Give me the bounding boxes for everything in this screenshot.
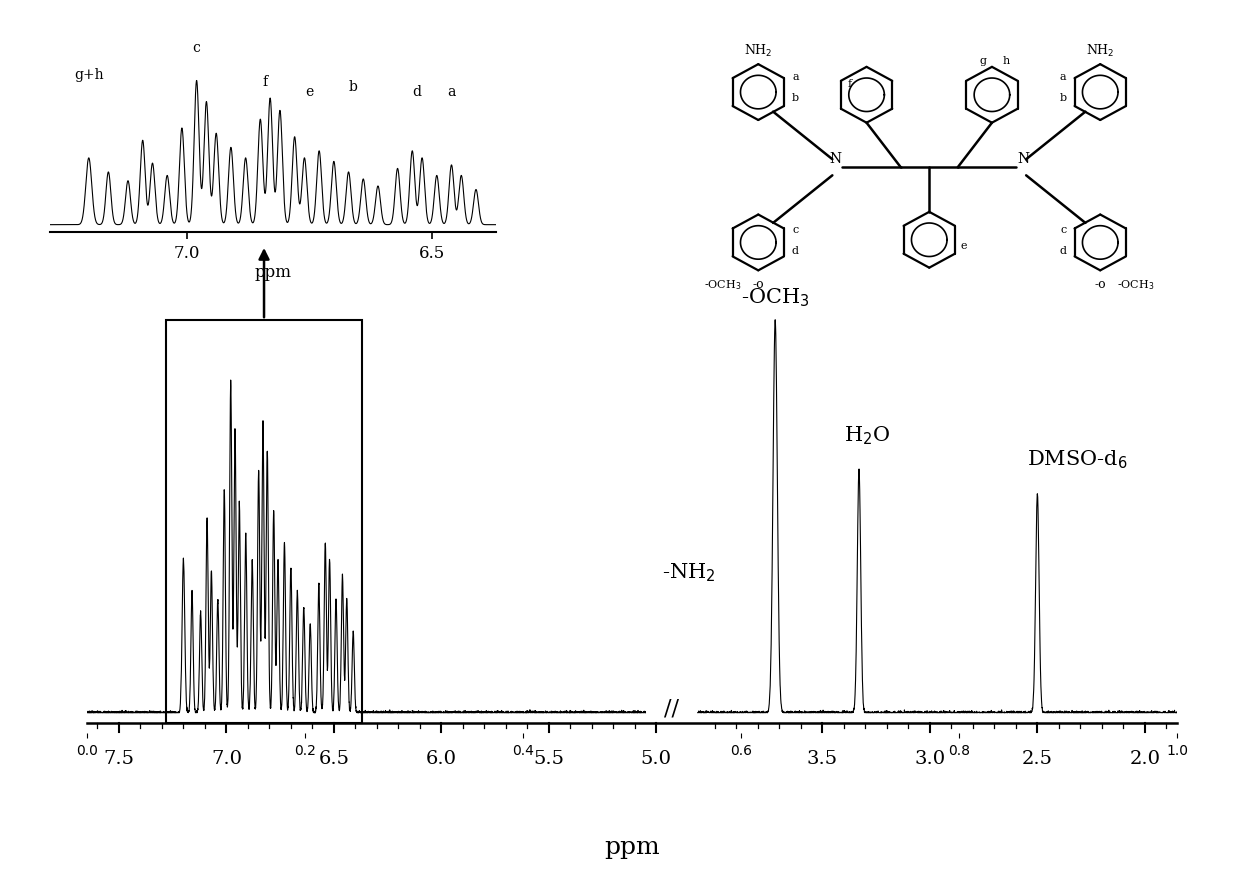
Text: -o: -o bbox=[752, 277, 764, 291]
Text: a: a bbox=[447, 85, 456, 99]
Text: a: a bbox=[792, 72, 799, 81]
Text: e: e bbox=[305, 85, 313, 99]
Text: 5.0: 5.0 bbox=[641, 749, 672, 767]
Bar bbox=[166, 321, 362, 723]
Text: -o: -o bbox=[1094, 277, 1106, 291]
Text: N: N bbox=[829, 151, 841, 165]
Text: d: d bbox=[413, 85, 421, 99]
Text: 2.0: 2.0 bbox=[1129, 749, 1160, 767]
Text: NH$_2$: NH$_2$ bbox=[1085, 43, 1115, 59]
Text: -OCH$_3$: -OCH$_3$ bbox=[704, 277, 741, 291]
Text: 3.5: 3.5 bbox=[807, 749, 838, 767]
Text: c: c bbox=[1061, 224, 1067, 234]
Text: c: c bbox=[792, 224, 798, 234]
Text: 7.0: 7.0 bbox=[211, 749, 242, 767]
Text: DMSO-d$_6$: DMSO-d$_6$ bbox=[1027, 448, 1127, 470]
Text: c: c bbox=[193, 41, 201, 55]
Text: f: f bbox=[263, 74, 268, 89]
Text: f: f bbox=[847, 80, 851, 89]
Text: //: // bbox=[664, 697, 679, 719]
Text: b: b bbox=[349, 80, 358, 94]
Text: g+h: g+h bbox=[74, 67, 104, 81]
Text: -OCH$_3$: -OCH$_3$ bbox=[741, 286, 809, 308]
Text: 6.5: 6.5 bbox=[318, 749, 349, 767]
Text: 5.5: 5.5 bbox=[533, 749, 564, 767]
Text: g: g bbox=[980, 55, 987, 65]
Text: b: b bbox=[792, 93, 799, 103]
Text: d: d bbox=[792, 246, 799, 256]
Text: -NH$_2$: -NH$_2$ bbox=[662, 561, 715, 584]
Text: NH$_2$: NH$_2$ bbox=[743, 43, 773, 59]
Text: -OCH$_3$: -OCH$_3$ bbox=[1118, 277, 1155, 291]
Text: ppm: ppm bbox=[605, 835, 659, 858]
Text: e: e bbox=[960, 240, 966, 250]
Text: h: h bbox=[1002, 55, 1010, 65]
Text: a: a bbox=[1059, 72, 1067, 81]
Text: b: b bbox=[1059, 93, 1067, 103]
Text: 3.0: 3.0 bbox=[914, 749, 945, 767]
Text: d: d bbox=[1059, 246, 1067, 256]
X-axis label: ppm: ppm bbox=[254, 264, 291, 281]
Text: N: N bbox=[1017, 151, 1030, 165]
Text: 6.0: 6.0 bbox=[426, 749, 457, 767]
Text: 7.5: 7.5 bbox=[104, 749, 135, 767]
Text: H$_2$O: H$_2$O bbox=[844, 424, 890, 446]
Text: 2.5: 2.5 bbox=[1022, 749, 1053, 767]
